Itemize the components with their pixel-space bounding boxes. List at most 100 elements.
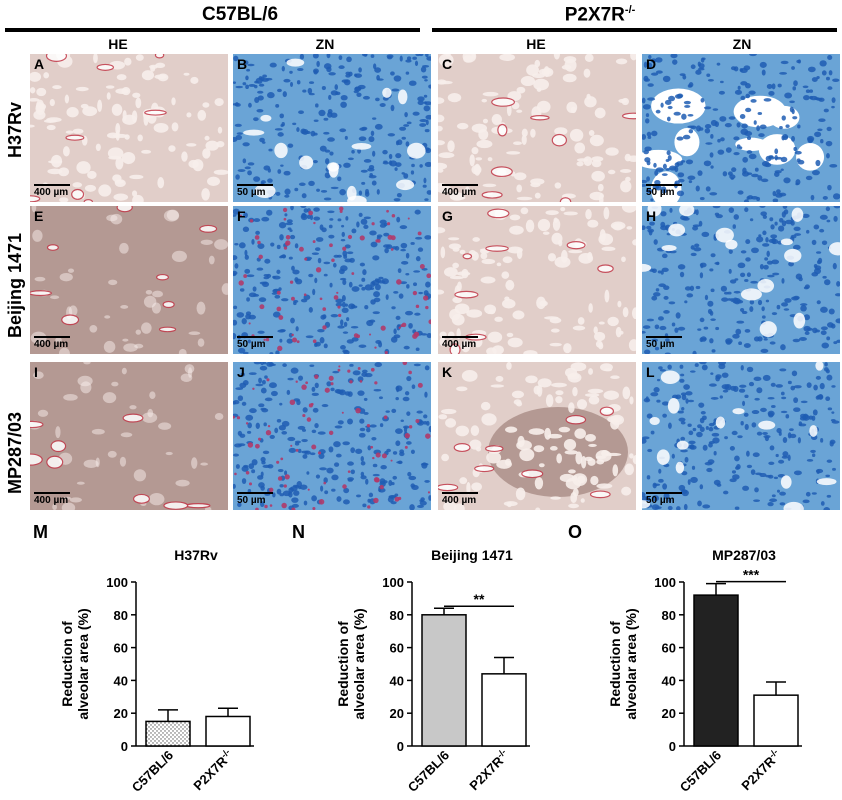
micrograph-image [30,206,228,354]
chart-letter-n: N [292,522,305,542]
significance-marker: *** [743,567,760,583]
panel-letter: L [646,364,655,380]
y-tick-label: 100 [106,575,128,590]
y-axis-label: Reduction of [59,621,75,707]
micrograph-panel-k: K 400 µm [438,362,636,510]
scale-bar: 50 µm [646,184,682,198]
scale-bar: 400 µm [442,492,478,506]
y-axis-label: alveolar area (%) [351,608,367,719]
micrograph-panel-i: I 400 µm [30,362,228,510]
row-label-beijing: Beijing 1471 [5,232,25,338]
y-tick-label: 20 [114,706,128,721]
panel-letter: A [34,56,45,72]
micrograph-panel-b: B 50 µm [233,54,431,202]
scale-bar: 400 µm [34,336,70,350]
panel-letter: D [646,56,657,72]
y-tick-label: 100 [654,575,676,590]
panel-letter: E [34,208,44,224]
y-tick-label: 0 [397,739,404,754]
scale-bar: 50 µm [646,336,682,350]
y-tick-label: 60 [114,641,128,656]
bar-p2x7r [205,715,251,747]
y-tick-label: 80 [390,608,404,623]
micrograph-image [233,54,431,202]
micrograph-panel-e: E 400 µm [30,206,228,354]
y-tick-label: 0 [669,739,676,754]
micrograph-panel-a: A 400 µm [30,54,228,202]
micrograph-image [438,362,636,510]
micrograph-image [642,54,840,202]
stain-label-zn-2: ZN [732,36,752,52]
y-axis-label: Reduction of [335,621,351,707]
y-axis-label: alveolar area (%) [623,608,639,719]
y-axis-label: Reduction of [607,621,623,707]
micrograph-image [642,362,840,510]
chart-letter-m: M [33,522,48,542]
micrograph-image [233,206,431,354]
bar-p2x7r [481,673,527,747]
scale-bar: 50 µm [646,492,682,506]
chart-title: H37Rv [174,547,218,563]
scale-bar: 400 µm [34,492,70,506]
panel-letter: G [442,208,453,224]
x-tick-label: P2X7R-/- [190,747,236,793]
x-tick-label: C57BL/6 [405,748,452,795]
significance-marker: ** [474,591,485,607]
row-label-h37rv: H37Rv [5,101,25,158]
stain-label-he-1: HE [108,36,128,52]
bar-c57bl6 [421,614,467,747]
panel-letter: J [237,364,245,380]
y-tick-label: 80 [114,608,128,623]
micrograph-panel-l: L 50 µm [642,362,840,510]
group-bar-p2x7r [432,28,837,32]
x-tick-label: C57BL/6 [677,748,724,795]
y-tick-label: 20 [662,706,676,721]
micrograph-panel-c: C 400 µm [438,54,636,202]
bar-c57bl6 [145,720,191,747]
panel-letter: F [237,208,246,224]
row-label-mp287: MP287/03 [5,411,25,494]
micrograph-panel-j: J 50 µm [233,362,431,510]
scale-bar: 50 µm [237,336,273,350]
y-tick-label: 40 [390,673,404,688]
micrograph-image [30,54,228,202]
panel-letter: C [442,56,453,72]
micrograph-panel-h: H 50 µm [642,206,840,354]
y-tick-label: 40 [114,673,128,688]
micrograph-image [642,206,840,354]
micrograph-image [30,362,228,510]
scale-bar: 50 µm [237,184,273,198]
panel-letter: K [442,364,453,380]
group-title-c57: C57BL/6 [201,4,279,25]
micrograph-panel-f: F 50 µm [233,206,431,354]
x-tick-label: C57BL/6 [129,748,176,795]
stain-label-zn-1: ZN [315,36,335,52]
y-tick-label: 60 [390,641,404,656]
x-tick-label: P2X7R-/- [738,747,784,793]
panel-letter: I [34,364,38,380]
y-axis-label: alveolar area (%) [75,608,91,719]
micrograph-panel-g: G 400 µm [438,206,636,354]
y-tick-label: 100 [382,575,404,590]
scale-bar: 50 µm [237,492,273,506]
scale-bar: 400 µm [442,336,478,350]
group-title-p2x7r: P2X7R-/- [564,4,636,26]
panel-letter: H [646,208,657,224]
y-tick-label: 80 [662,608,676,623]
x-tick-label: P2X7R-/- [466,747,512,793]
micrograph-image [438,206,636,354]
stain-label-he-2: HE [526,36,546,52]
bar-p2x7r [753,694,799,747]
micrograph-panel-d: D 50 µm [642,54,840,202]
chart-title: MP287/03 [712,547,776,563]
y-tick-label: 40 [662,673,676,688]
panel-letter: B [237,56,248,72]
chart-title: Beijing 1471 [431,547,513,563]
chart-letter-o: O [568,522,583,542]
scale-bar: 400 µm [34,184,70,198]
micrograph-image [438,54,636,202]
group-bar-c57 [5,28,420,32]
y-tick-label: 20 [390,706,404,721]
micrograph-image [233,362,431,510]
